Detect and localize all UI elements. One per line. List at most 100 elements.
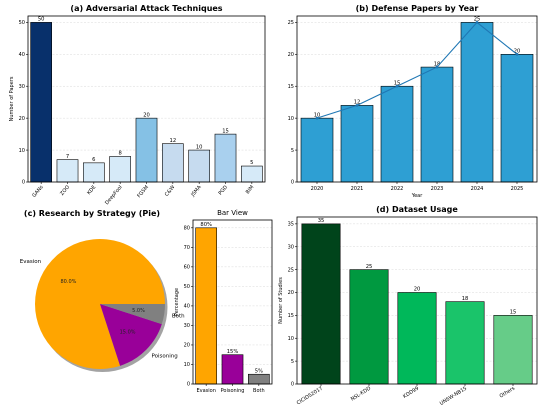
- y-tick-label: 0: [22, 180, 25, 186]
- chart-title: (c) Research by Strategy (Pie): [24, 209, 160, 218]
- pie-pct-label: 15.0%: [120, 329, 136, 335]
- bar-2021: [340, 105, 374, 183]
- trend-point: [355, 103, 359, 107]
- y-tick-label: 15: [288, 84, 294, 90]
- x-tick-label: NSL-KDD: [350, 386, 372, 403]
- bar-KDD99: [397, 292, 437, 385]
- data-label: 50: [38, 17, 45, 23]
- x-tick-label: KDD99: [402, 386, 420, 400]
- y-tick-label: 20: [288, 290, 294, 296]
- pie-pct-label: 80.0%: [61, 279, 77, 285]
- x-tick-label: JSMA: [189, 184, 203, 199]
- data-label: 15: [510, 310, 517, 316]
- bar-DeepFool: [109, 156, 131, 183]
- y-tick-label: 30: [288, 244, 294, 250]
- y-tick-label: 35: [288, 222, 294, 228]
- axes-frame: [192, 219, 273, 385]
- data-label: 25: [366, 264, 373, 270]
- bar-KDE: [83, 162, 105, 183]
- y-tick-label: 80: [184, 226, 190, 232]
- y-tick-label: 70: [184, 245, 190, 251]
- trend-line: [316, 21, 518, 119]
- x-tick-label: C&W: [164, 184, 177, 197]
- bar-Poisoning: [221, 354, 244, 385]
- bar-2024: [460, 22, 494, 183]
- chart-title: (b) Defense Papers by Year: [356, 4, 479, 13]
- y-tick-label: 5: [291, 148, 294, 154]
- pie-slice-Evasion: [35, 238, 166, 369]
- x-tick-label: DeepFool: [104, 184, 124, 206]
- bar-FGSM: [135, 117, 158, 183]
- y-tick-label: 10: [19, 148, 25, 154]
- y-tick-label: 40: [184, 304, 190, 310]
- bar-BIM: [241, 165, 263, 183]
- data-label: 8: [119, 151, 122, 157]
- bar-C&W: [162, 143, 184, 183]
- x-tick-label: ZOO: [59, 184, 71, 197]
- bar-ZOO: [56, 159, 79, 183]
- x-tick-label: FGSM: [136, 184, 150, 199]
- y-axis-label: Percentage: [174, 288, 180, 316]
- y-tick-label: 0: [291, 382, 294, 388]
- pie-label: Evasion: [20, 259, 42, 265]
- x-tick-label: 2025: [511, 186, 524, 192]
- x-tick-label: PGD: [218, 184, 230, 196]
- y-tick-label: 30: [184, 323, 190, 329]
- data-label: 7: [66, 154, 69, 160]
- strategy-bar-chart: 0 10 20 30 40 50 60 70 80 80% Evasion 15% Poisoning 5…: [174, 209, 273, 394]
- chart-title: (d) Dataset Usage: [376, 205, 458, 214]
- trend-point: [395, 84, 399, 88]
- data-label: 20: [143, 112, 150, 118]
- pie-label: Both: [172, 313, 185, 319]
- axes-frame: [296, 15, 538, 183]
- data-label: 15: [394, 80, 401, 86]
- data-label: 15: [222, 128, 229, 134]
- axes-frame: [296, 216, 538, 385]
- y-tick-label: 0: [187, 382, 190, 388]
- bar-Both: [248, 373, 270, 385]
- pie-slice-Both: [100, 304, 165, 325]
- pie-pct-label: 5.0%: [132, 308, 145, 314]
- x-tick-label: KDE: [86, 184, 97, 196]
- x-tick-label: 2023: [431, 186, 444, 192]
- x-tick-label: BIM: [245, 184, 256, 195]
- x-tick-label: Evasion: [196, 388, 215, 394]
- y-tick-label: 50: [19, 20, 25, 26]
- data-label: 20: [414, 287, 421, 293]
- bar-JSMA: [188, 149, 210, 183]
- x-tick-label: Others: [499, 385, 517, 399]
- x-tick-label: 2020: [311, 186, 324, 192]
- y-tick-label: 10: [184, 362, 190, 368]
- y-tick-label: 20: [184, 343, 190, 349]
- y-tick-label: 15: [288, 313, 294, 319]
- x-tick-label: 2024: [471, 186, 484, 192]
- axes-frame: [27, 15, 266, 183]
- chart-title: (a) Adversarial Attack Techniques: [70, 4, 222, 13]
- pie-slice-Poisoning: [100, 304, 162, 366]
- x-axis-label: Year: [411, 193, 424, 199]
- y-tick-label: 5: [291, 359, 294, 365]
- bar-2020: [300, 117, 334, 183]
- trend-point: [515, 52, 519, 56]
- chart-title: Bar View: [217, 209, 248, 217]
- data-label: 25: [474, 17, 481, 23]
- bar-UNSW-NB15: [445, 301, 485, 385]
- y-tick-label: 20: [288, 52, 294, 58]
- x-tick-label: Both: [253, 388, 265, 394]
- dataset-chart: 0 5 10 15 20 25 30 35 35 CICIDS2017 25 NSL-KDD 20 KDD…: [278, 205, 538, 407]
- defense-chart: 0510152025102020122021152022182023252024…: [288, 4, 538, 199]
- trend-point: [315, 116, 319, 120]
- y-tick-label: 60: [184, 265, 190, 271]
- x-tick-label: UNSW-NB15: [439, 386, 468, 407]
- bar-Evasion: [195, 227, 217, 385]
- bar-PGD: [214, 133, 237, 183]
- data-label: 10: [314, 112, 321, 118]
- y-axis-label: Number of Papers: [9, 76, 15, 121]
- x-tick-label: 2022: [391, 186, 404, 192]
- data-label: 6: [92, 157, 95, 163]
- attack-chart: 0 10 20 30 40 50 50 GANs 7 ZOO 6 KDE 8 DeepFool 20 FGSM…: [9, 4, 266, 206]
- bar-2023: [420, 66, 454, 183]
- y-axis-label: Number of Studies: [278, 277, 284, 324]
- y-tick-label: 10: [288, 116, 294, 122]
